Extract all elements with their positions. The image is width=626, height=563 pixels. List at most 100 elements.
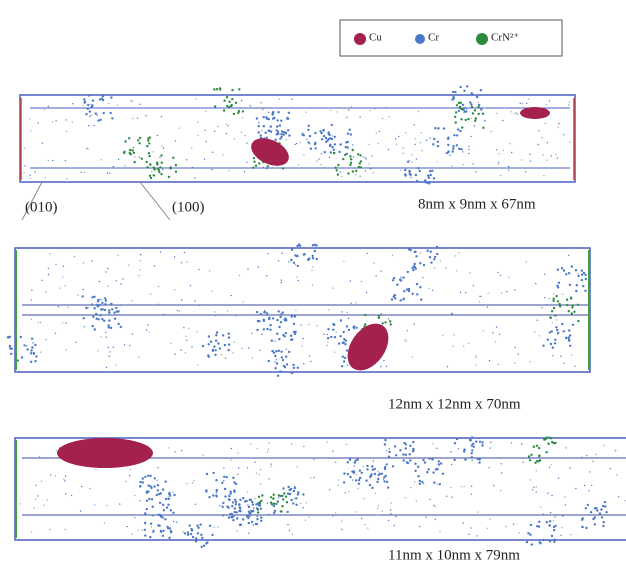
atom [501,472,502,473]
atom [308,258,310,260]
atom [213,346,215,348]
atom [82,289,83,290]
atom [91,260,92,261]
atom [422,277,423,278]
atom [374,108,375,109]
atom [396,284,398,286]
atom [501,463,502,464]
atom [288,134,290,136]
atom [30,349,32,351]
atom [291,99,292,100]
atom [234,341,235,342]
atom [561,527,562,528]
atom [191,529,193,531]
atom [496,113,497,114]
atom [104,303,106,305]
atom [297,493,299,495]
atom [153,168,155,170]
atom [428,177,430,179]
atom [552,355,553,356]
atom [300,142,301,143]
atom [415,255,417,257]
atom [280,133,282,135]
atom [238,110,240,112]
atom [239,499,241,501]
atom [215,479,217,481]
atom [224,488,226,490]
atom [214,311,215,312]
atom [277,500,279,502]
atom [225,358,226,359]
atom [471,118,472,119]
atom [414,124,415,125]
atom [352,170,354,172]
atom [310,361,311,362]
atom [94,504,95,505]
atom [336,332,337,333]
atom [42,280,43,281]
atom [554,342,556,344]
atom [116,280,117,281]
atom [23,344,25,346]
atom [525,171,526,172]
atom [194,300,195,301]
atom [349,459,351,461]
atom [226,133,227,134]
atom [571,265,573,267]
atom [94,328,96,330]
atom [35,171,36,172]
atom [293,490,295,492]
atom [513,524,514,525]
atom [83,317,85,319]
atom [120,283,121,284]
atom [445,267,446,268]
atom [412,448,414,450]
atom [335,167,337,169]
atom [222,506,224,508]
atom [329,137,331,139]
atom [147,137,149,139]
atom [399,299,401,301]
atom [347,172,349,174]
atom [154,265,155,266]
atom [305,112,306,113]
atom [106,337,107,338]
atom [261,494,263,496]
atom [575,290,577,292]
atom [282,167,284,169]
atom [110,303,112,305]
atom [511,111,512,112]
atom [308,141,310,143]
atom [228,343,230,345]
atom [294,498,295,499]
atom [286,501,288,503]
atom [407,462,409,464]
atom [547,443,549,445]
atom [144,529,146,531]
atom [35,485,36,486]
atom [577,304,579,306]
atom [9,336,11,338]
atom [253,161,255,163]
atom [447,366,448,367]
atom [316,160,317,161]
atom [481,441,483,443]
atom [316,325,317,326]
atom [266,312,268,314]
atom [375,275,376,276]
atom [585,507,587,509]
atom [454,91,456,93]
atom [275,367,277,369]
atom [366,292,367,293]
atom [239,510,241,512]
atom [610,468,611,469]
atom [174,289,175,290]
atom [551,155,552,156]
atom [309,355,310,356]
atom [202,345,204,347]
atom [407,161,409,163]
atom [268,514,269,515]
atom [234,499,236,501]
atom [199,523,201,525]
atom [350,303,351,304]
